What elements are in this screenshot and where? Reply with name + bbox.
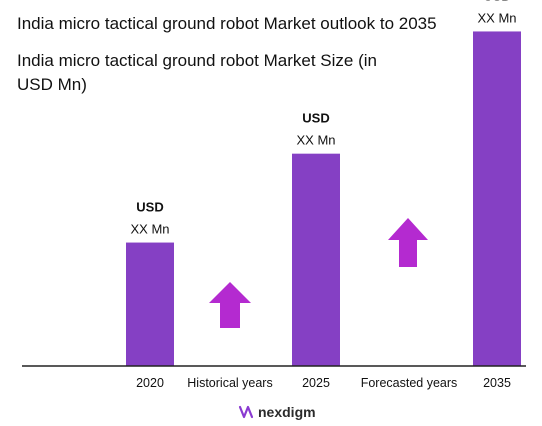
- x-tick-label-2020: 2020: [136, 376, 164, 390]
- growth-arrow-up-icon: [388, 218, 428, 267]
- data-label-currency-2035: USD: [483, 0, 510, 3]
- data-label-amount-2020: XX Mn: [130, 222, 169, 237]
- nexdigm-logo: nexdigm: [238, 404, 316, 420]
- x-tick-label-2035: 2035: [483, 376, 511, 390]
- period-label-historical: Historical years: [187, 376, 272, 390]
- data-label-currency-2025: USD: [302, 111, 329, 126]
- x-tick-labels: 2020 2025 2035: [136, 376, 511, 390]
- nexdigm-logo-icon: [238, 405, 254, 419]
- value-labels-group: USD XX Mn USD XX Mn USD XX Mn: [130, 0, 516, 237]
- bar-2020: [126, 242, 174, 366]
- period-label-forecast: Forecasted years: [361, 376, 458, 390]
- data-label-amount-2025: XX Mn: [296, 133, 335, 148]
- data-label-currency-2020: USD: [136, 200, 163, 215]
- bar-2025: [292, 153, 340, 366]
- bar-2035: [473, 31, 521, 367]
- x-tick-label-2025: 2025: [302, 376, 330, 390]
- chart-subtitle-line-2: USD Mn): [17, 75, 87, 94]
- data-label-amount-2035: XX Mn: [477, 10, 516, 25]
- growth-arrow-up-icon: [209, 282, 251, 328]
- chart-title: India micro tactical ground robot Market…: [17, 14, 437, 33]
- brand-name: nexdigm: [258, 404, 316, 420]
- bars-group: [126, 31, 521, 367]
- chart-subtitle-line-1: India micro tactical ground robot Market…: [17, 51, 377, 70]
